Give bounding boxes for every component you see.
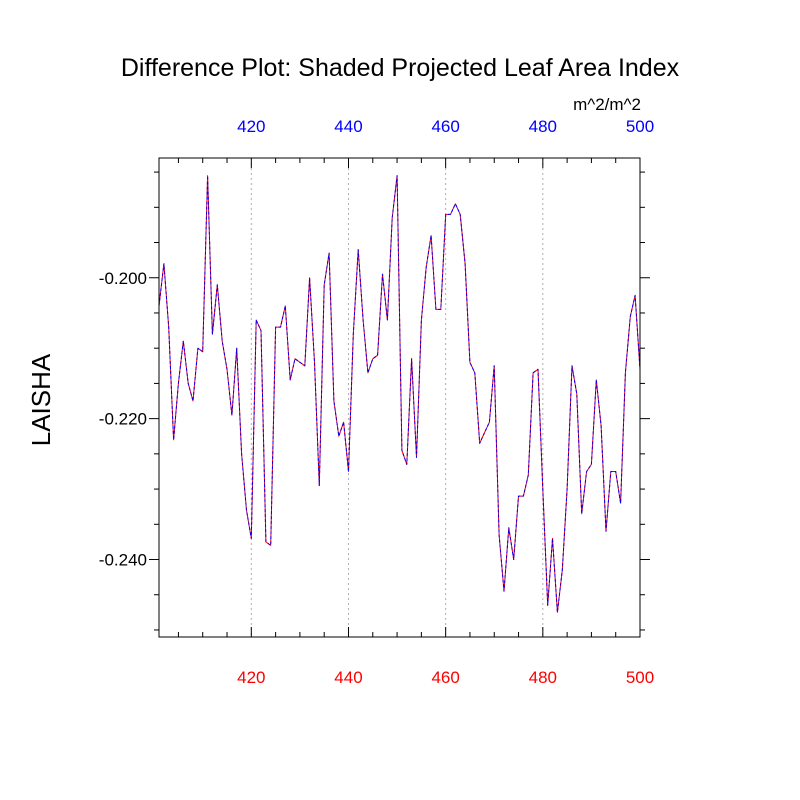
x-tick-label-top-4: 500 bbox=[626, 117, 654, 136]
y-tick-label-1: -0.220 bbox=[99, 410, 147, 429]
x-tick-label-top-3: 480 bbox=[529, 117, 557, 136]
y-tick-label-0: -0.200 bbox=[99, 269, 147, 288]
series-line-2 bbox=[158, 175, 641, 613]
chart-title: Difference Plot: Shaded Projected Leaf A… bbox=[121, 54, 680, 82]
x-tick-label-bottom-0: 420 bbox=[237, 668, 265, 687]
x-tick-label-top-1: 440 bbox=[334, 117, 362, 136]
y-axis-label: LAISHA bbox=[26, 353, 56, 446]
axis-ticks bbox=[149, 158, 650, 637]
x-tick-label-bottom-3: 480 bbox=[529, 668, 557, 687]
plot-frame bbox=[158, 157, 641, 638]
x-tick-label-bottom-4: 500 bbox=[626, 668, 654, 687]
tick-labels: 420 420 440 440 460 460 480 480 500 500 -0.200 -0.2… bbox=[99, 117, 654, 687]
series-line-1 bbox=[158, 175, 641, 613]
y-tick-label-2: -0.240 bbox=[99, 551, 147, 570]
grid-lines bbox=[250, 158, 544, 637]
series-group bbox=[158, 175, 641, 613]
x-tick-label-bottom-2: 460 bbox=[431, 668, 459, 687]
x-tick-label-top-0: 420 bbox=[237, 117, 265, 136]
units-label: m^2/m^2 bbox=[573, 95, 641, 114]
x-tick-label-top-2: 460 bbox=[431, 117, 459, 136]
x-tick-label-bottom-1: 440 bbox=[334, 668, 362, 687]
